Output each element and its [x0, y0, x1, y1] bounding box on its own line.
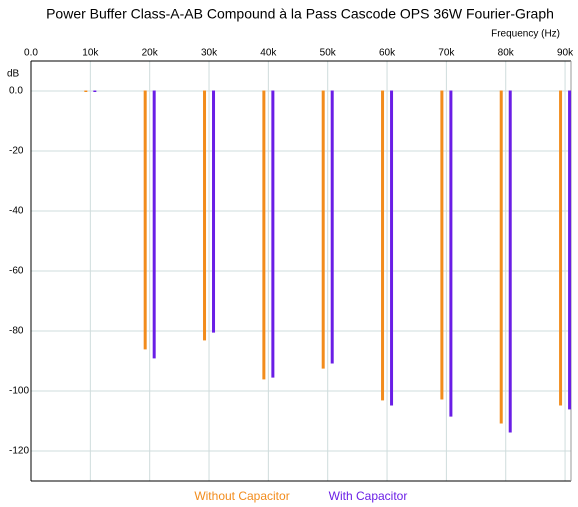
x-tick-label: 10k: [82, 48, 99, 59]
bar: [143, 90, 147, 350]
y-tick-label: -60: [9, 266, 24, 277]
x-axis-label: Frequency (Hz): [491, 29, 560, 40]
x-tick-label: 20k: [142, 48, 159, 59]
bar: [449, 90, 453, 417]
y-axis-label: dB: [7, 69, 20, 80]
bar: [508, 90, 512, 433]
bar: [271, 90, 275, 378]
bar: [330, 90, 334, 364]
bar: [152, 90, 156, 359]
bar: [262, 90, 266, 380]
bar: [93, 90, 97, 92]
x-tick-label: 50k: [320, 48, 337, 59]
x-tick-label: 60k: [379, 48, 396, 59]
bar: [499, 90, 503, 424]
y-tick-label: 0.0: [9, 86, 23, 97]
x-tick-label: 30k: [201, 48, 218, 59]
bar: [559, 90, 563, 406]
y-tick-label: -100: [9, 386, 29, 397]
chart-title: Power Buffer Class-A-AB Compound à la Pa…: [46, 6, 554, 22]
legend-entry: Without Capacitor: [194, 489, 289, 503]
x-tick-label: 0.0: [24, 48, 38, 59]
bar: [390, 90, 394, 406]
bar: [203, 90, 207, 341]
y-tick-label: -20: [9, 146, 24, 157]
x-tick-label: 80k: [498, 48, 515, 59]
bar: [321, 90, 325, 369]
x-tick-label: 90k: [557, 48, 574, 59]
y-tick-label: -120: [9, 446, 29, 457]
legend-entry: With Capacitor: [329, 489, 408, 503]
y-tick-label: -80: [9, 326, 24, 337]
bar: [568, 90, 572, 410]
bar: [381, 90, 385, 401]
x-tick-label: 70k: [438, 48, 455, 59]
y-tick-label: -40: [9, 206, 24, 217]
bar: [212, 90, 216, 333]
x-tick-label: 40k: [260, 48, 277, 59]
bar: [440, 90, 444, 400]
bar: [84, 90, 88, 92]
